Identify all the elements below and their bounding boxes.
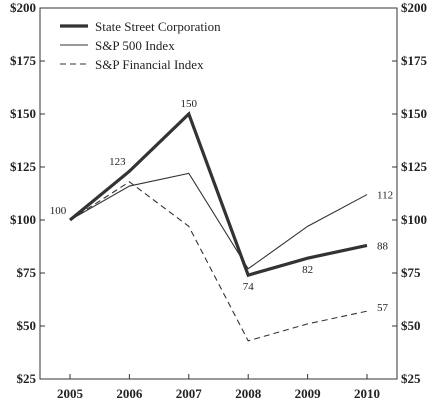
y-tick-label-left: $50 [17, 318, 37, 333]
x-tick-label: 2010 [354, 386, 380, 401]
y-tick-label-right: $175 [401, 53, 428, 68]
y-tick-label-left: $125 [10, 159, 37, 174]
data-label: 82 [302, 264, 313, 276]
data-label: 57 [377, 302, 389, 314]
legend: State Street Corporation S&P 500 Index S&P… [60, 19, 221, 72]
y-tick-label-right: $75 [401, 265, 421, 280]
y-axis-right: $200 $175 $150 $125 $100 $75 $50 $25 [392, 0, 428, 386]
legend-label-1: S&P 500 Index [95, 38, 175, 53]
y-tick-label-right: $100 [401, 212, 427, 227]
y-tick-label-right: $50 [401, 318, 421, 333]
y-tick-label-left: $150 [10, 106, 36, 121]
x-tick-label: 2009 [295, 386, 322, 401]
legend-label-0: State Street Corporation [95, 19, 221, 34]
y-tick-label-left: $100 [10, 212, 36, 227]
data-labels: 100 123 150 74 82 112 88 57 [50, 98, 393, 314]
y-tick-label-right: $200 [401, 0, 427, 15]
series-line-0 [68, 111, 368, 278]
y-tick-label-left: $175 [10, 53, 37, 68]
data-label: 100 [50, 205, 67, 217]
y-tick-label-left: $25 [17, 371, 37, 386]
data-label: 74 [243, 281, 255, 293]
y-tick-label-right: $125 [401, 159, 428, 174]
x-axis: 2005 2006 2007 2008 2009 2010 [57, 374, 380, 401]
y-tick-label-right: $150 [401, 106, 427, 121]
data-label: 88 [377, 240, 389, 252]
series-lines [68, 111, 368, 342]
x-tick-label: 2006 [116, 386, 143, 401]
y-tick-label-left: $200 [10, 0, 36, 15]
x-tick-label: 2005 [57, 386, 84, 401]
x-tick-label: 2007 [176, 386, 203, 401]
series-line-2 [69, 181, 368, 342]
y-tick-label-right: $25 [401, 371, 421, 386]
data-label: 150 [181, 98, 198, 110]
series-line-1 [69, 172, 368, 270]
data-label: 112 [377, 190, 393, 202]
plot-frame [39, 7, 398, 380]
y-axis-left: $200 $175 $150 $125 $100 $75 $50 $25 [10, 0, 45, 386]
x-tick-label: 2008 [235, 386, 262, 401]
y-tick-label-left: $75 [17, 265, 37, 280]
legend-label-2: S&P Financial Index [95, 57, 204, 72]
data-label: 123 [109, 156, 126, 168]
